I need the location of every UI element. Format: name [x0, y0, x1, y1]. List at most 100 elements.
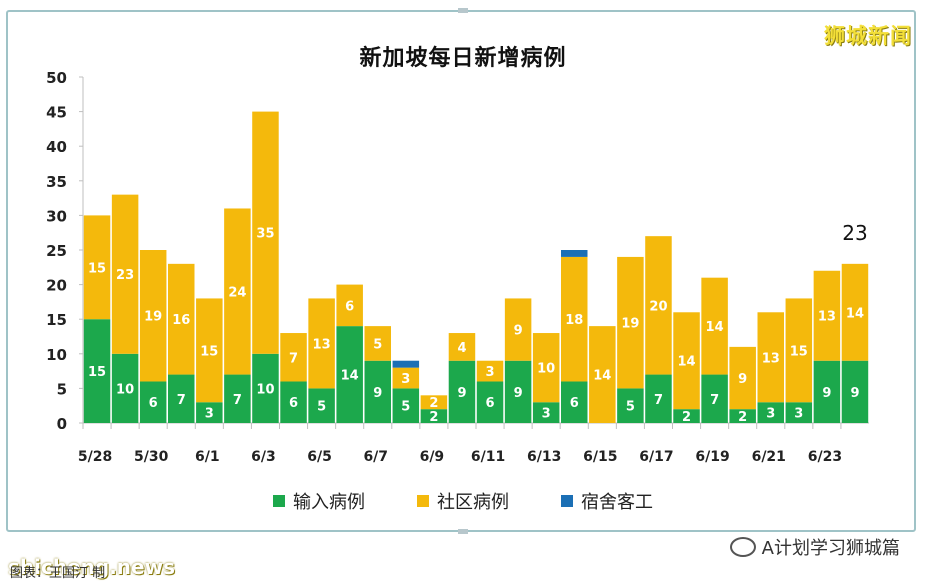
bar-segment-community — [813, 270, 841, 361]
bar-segment-community — [448, 333, 476, 361]
x-tick-label: 6/13 — [527, 449, 561, 465]
wechat-icon — [729, 537, 756, 557]
bar-value-label: 3 — [794, 407, 803, 422]
bar-segment-community — [224, 208, 251, 375]
bar-segment-imported — [617, 388, 644, 423]
chart-title: 新加坡每日新增病例 — [359, 46, 567, 71]
bar-segment-imported — [785, 402, 813, 423]
bar-value-label: 7 — [710, 393, 719, 408]
bar-segment-imported — [196, 402, 223, 423]
bar-value-label: 9 — [457, 386, 466, 401]
chart-caption: 图表：王国汀 制 — [10, 566, 106, 581]
bar-segment-community — [364, 326, 391, 361]
x-tick-label: 6/5 — [307, 449, 332, 465]
bar-segment-imported — [701, 374, 728, 423]
bar-value-label: 15 — [88, 365, 106, 380]
bar-segment-imported — [111, 353, 139, 423]
x-tick-label: 5/28 — [78, 449, 112, 465]
bar-segment-imported — [336, 326, 363, 423]
bar-segment-community — [701, 277, 728, 375]
bar-segment-community — [83, 215, 111, 320]
bar-value-label: 18 — [565, 313, 583, 328]
bar-segment-community — [673, 312, 700, 410]
bar-segment-imported — [729, 409, 756, 423]
bar-value-label: 15 — [200, 344, 218, 359]
bar-segment-community — [589, 326, 616, 423]
frame-handle-bottom[interactable] — [458, 529, 468, 534]
bar-segment-imported — [139, 381, 167, 423]
bar-segment-community — [139, 250, 167, 382]
frame-handle-top[interactable] — [458, 8, 468, 13]
bar-value-label: 9 — [514, 324, 523, 339]
y-tick-label: 0 — [57, 415, 67, 433]
bar-value-label: 7 — [289, 351, 298, 366]
y-tick-label: 10 — [46, 346, 67, 364]
legend-label-dormitory: 宿舍客工 — [581, 492, 653, 513]
bar-value-label: 7 — [654, 393, 663, 408]
bar-value-label: 19 — [621, 317, 639, 332]
bar-segment-imported — [504, 360, 532, 423]
bar-segment-imported — [813, 360, 841, 423]
bar-value-label: 13 — [313, 337, 331, 352]
bar-value-label: 24 — [228, 286, 246, 301]
bar-segment-community — [308, 298, 335, 389]
x-tick-label: 6/7 — [363, 449, 388, 465]
bar-value-label: 2 — [429, 410, 438, 425]
y-tick-label: 5 — [57, 380, 67, 398]
bar-value-label: 2 — [682, 410, 691, 425]
x-tick-label: 6/19 — [695, 449, 729, 465]
bar-value-label: 14 — [593, 369, 611, 384]
bar-segment-imported — [561, 381, 588, 423]
bar-segment-community — [504, 298, 532, 361]
bar-segment-community — [532, 333, 560, 403]
bar-value-label: 9 — [373, 386, 382, 401]
bar-segment-imported — [645, 374, 672, 423]
legend-swatch-community — [417, 495, 429, 507]
bar-value-label: 5 — [626, 400, 635, 415]
bar-value-label: 19 — [144, 310, 162, 325]
x-tick-label: 6/17 — [639, 449, 673, 465]
bar-value-label: 9 — [850, 386, 859, 401]
bar-value-label: 14 — [706, 320, 724, 335]
bar-segment-community — [392, 367, 420, 389]
bar-value-label: 6 — [486, 396, 495, 411]
bar-segment-community — [168, 263, 195, 375]
legend-label-imported: 输入病例 — [293, 492, 365, 513]
bar-value-label: 5 — [401, 400, 410, 415]
bar-value-label: 10 — [256, 382, 274, 397]
bar-segment-imported — [280, 381, 307, 423]
bar-value-label: 13 — [762, 351, 780, 366]
legend-swatch-dormitory — [561, 495, 573, 507]
x-tick-label: 6/11 — [471, 449, 505, 465]
bar-segment-imported — [673, 409, 700, 423]
bar-value-label: 7 — [233, 393, 242, 408]
bar-segment-community — [729, 346, 756, 410]
bar-segment-community — [841, 263, 869, 361]
bar-value-label: 16 — [172, 313, 190, 328]
site-watermark: shicheng.news — [8, 555, 175, 579]
bar-segment-imported — [448, 360, 476, 423]
legend-item-imported: 输入病例 — [273, 488, 365, 514]
bar-segment-community — [196, 298, 223, 403]
legend-item-community: 社区病例 — [417, 488, 509, 514]
bar-segment-community — [561, 256, 588, 382]
bar-segment-imported — [364, 360, 391, 423]
bar-value-label: 9 — [738, 372, 747, 387]
bar-value-label: 13 — [818, 310, 836, 325]
y-tick-label: 20 — [46, 277, 67, 295]
bar-value-label: 5 — [317, 400, 326, 415]
bar-value-label: 3 — [486, 365, 495, 380]
bar-segment-imported — [476, 381, 504, 423]
bar-value-label: 10 — [537, 362, 555, 377]
bar-value-label: 35 — [256, 227, 274, 242]
bar-segment-imported — [308, 388, 335, 423]
bar-value-label: 6 — [149, 396, 158, 411]
bar-segment-imported — [420, 409, 448, 423]
bar-segment-imported — [83, 319, 111, 423]
bar-value-label: 6 — [345, 299, 354, 314]
bar-value-label: 20 — [649, 299, 667, 314]
bar-segment-imported — [168, 374, 195, 423]
bar-segment-community — [785, 298, 813, 403]
bar-value-label: 3 — [766, 407, 775, 422]
y-tick-label: 40 — [46, 138, 67, 156]
